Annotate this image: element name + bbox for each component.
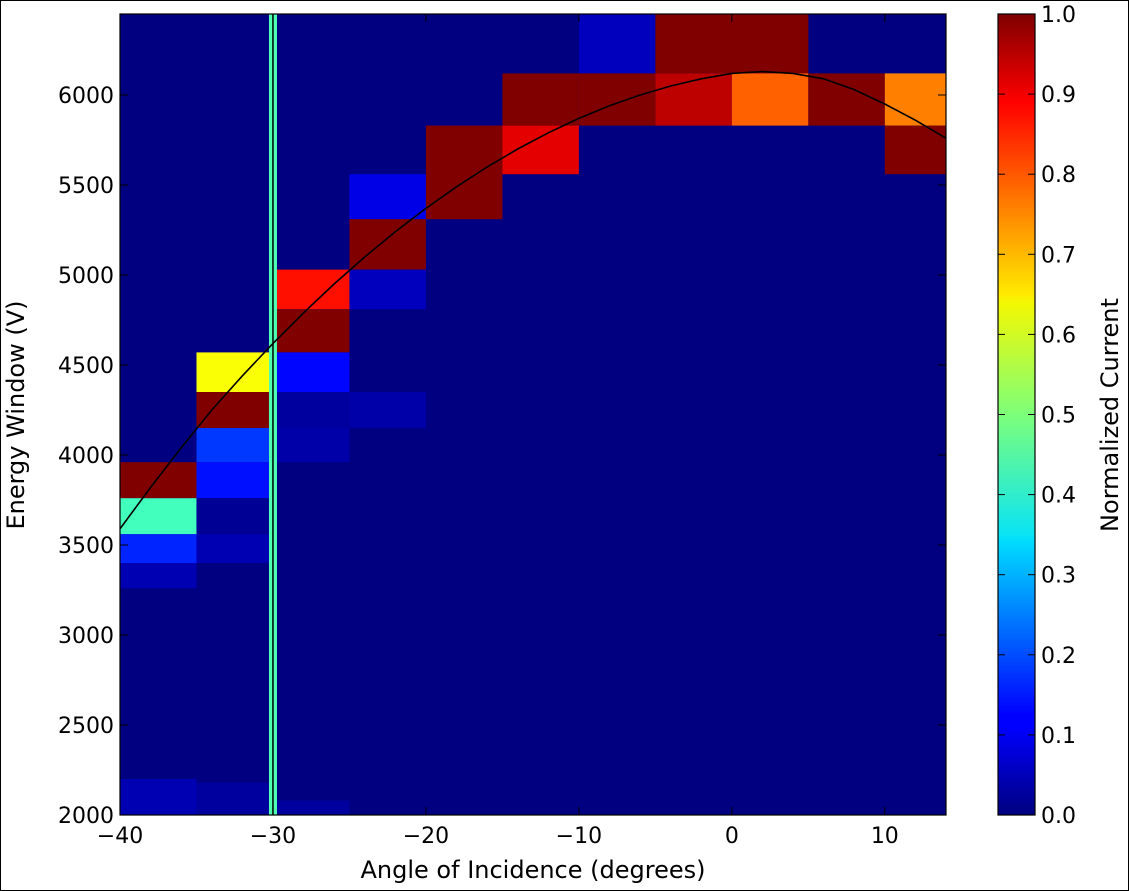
y-tick-label: 6000 <box>58 84 114 109</box>
heatmap-cell <box>655 73 732 126</box>
heatmap-cell <box>196 428 273 463</box>
fit-curve-line <box>120 70 946 530</box>
heatmap-cell <box>349 392 426 428</box>
heatmap-cell <box>349 219 426 270</box>
y-tick-label: 2500 <box>58 714 114 739</box>
heatmap-cell <box>272 800 350 815</box>
heatmap-cell <box>349 269 426 310</box>
heatmap-cell <box>120 779 197 815</box>
heatmap-cell <box>196 498 273 535</box>
heatmap-cell <box>808 73 885 126</box>
heatmap-cell <box>196 534 273 563</box>
y-tick-label: 2000 <box>58 804 114 829</box>
colorbar-tick-label: 0.5 <box>1041 404 1076 429</box>
x-axis: −40 −30 −20 −10 0 10 <box>97 14 899 849</box>
colorbar-tick-label: 0.4 <box>1041 484 1076 509</box>
colorbar-tick-label: 0.3 <box>1041 564 1076 589</box>
x-tick-label: −30 <box>250 824 296 849</box>
x-axis-label: Angle of Incidence (degrees) <box>361 856 706 884</box>
y-tick-label: 4000 <box>58 444 114 469</box>
y-tick-label: 3500 <box>58 534 114 559</box>
colorbar-tick-label: 0.7 <box>1041 243 1076 268</box>
y-tick-label: 5500 <box>58 174 114 199</box>
colorbar-ticks: 0.0 0.1 0.2 0.3 0.4 0.5 0.6 0.7 0.8 0.9 1.0 <box>998 3 1076 829</box>
heatmap-cell <box>502 125 579 175</box>
heatmap-cell <box>272 309 350 353</box>
colorbar-tick-label: 0.9 <box>1041 83 1076 108</box>
heatmap-cell <box>120 563 197 589</box>
x-tick-label: −10 <box>556 824 602 849</box>
heatmap-cell <box>578 14 656 74</box>
y-axis-label: Energy Window (V) <box>2 300 30 529</box>
y-tick-label: 4500 <box>58 354 114 379</box>
heatmap-cell <box>884 73 946 126</box>
heatmap-cell <box>272 269 350 310</box>
heatmap-cell <box>578 73 656 126</box>
colorbar-tick-label: 0.1 <box>1041 724 1076 749</box>
colorbar-label: Normalized Current <box>1096 298 1124 532</box>
heatmap-cell <box>884 125 946 175</box>
heatmap-cell <box>196 392 273 428</box>
heatmap-cell <box>272 428 350 463</box>
y-tick-label: 3000 <box>58 624 114 649</box>
x-tick-label: −40 <box>97 824 143 849</box>
heatmap-cells <box>120 14 946 815</box>
colorbar-tick-label: 0.6 <box>1041 323 1076 348</box>
heatmap-cell <box>272 392 350 428</box>
heatmap-cell <box>120 498 197 535</box>
vertical-marker-group <box>268 14 277 815</box>
heatmap-cell <box>502 73 579 126</box>
colorbar-tick-label: 1.0 <box>1041 3 1076 28</box>
heatmap-cell <box>349 174 426 220</box>
x-tick-label: −20 <box>403 824 449 849</box>
heatmap-cell <box>655 14 809 74</box>
heatmap-cell <box>196 782 273 815</box>
y-axis: 2000 2500 3000 3500 4000 4500 5000 5500 6000 <box>58 84 946 829</box>
heatmap-cell <box>425 125 503 220</box>
x-tick-label: 10 <box>871 824 899 849</box>
colorbar-tick-label: 0.2 <box>1041 644 1076 669</box>
heatmap-cell <box>196 352 273 392</box>
x-tick-label: 0 <box>725 824 739 849</box>
plot-axes-frame <box>119 13 947 816</box>
heatmap-cell <box>120 534 197 563</box>
heatmap-cell <box>120 462 197 499</box>
heatmap-cell <box>196 462 273 499</box>
y-tick-label: 5000 <box>58 264 114 289</box>
colorbar-tick-label: 0.8 <box>1041 163 1076 188</box>
heatmap-cell <box>272 352 350 392</box>
heatmap-cell <box>731 73 809 126</box>
colorbar-tick-label: 0.0 <box>1041 804 1076 829</box>
